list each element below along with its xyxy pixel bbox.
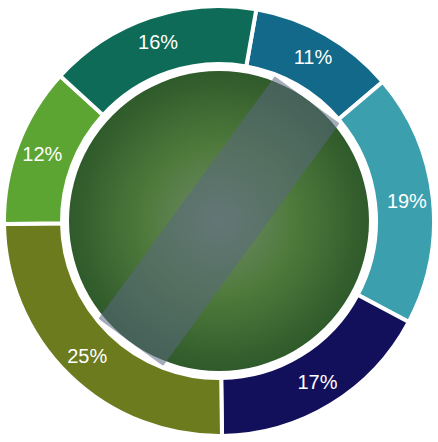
svg-text:12%: 12% bbox=[22, 143, 62, 165]
svg-text:19%: 19% bbox=[387, 190, 427, 212]
svg-text:17%: 17% bbox=[297, 371, 337, 393]
svg-text:25%: 25% bbox=[67, 345, 107, 367]
svg-text:16%: 16% bbox=[138, 31, 178, 53]
svg-text:11%: 11% bbox=[294, 46, 333, 68]
